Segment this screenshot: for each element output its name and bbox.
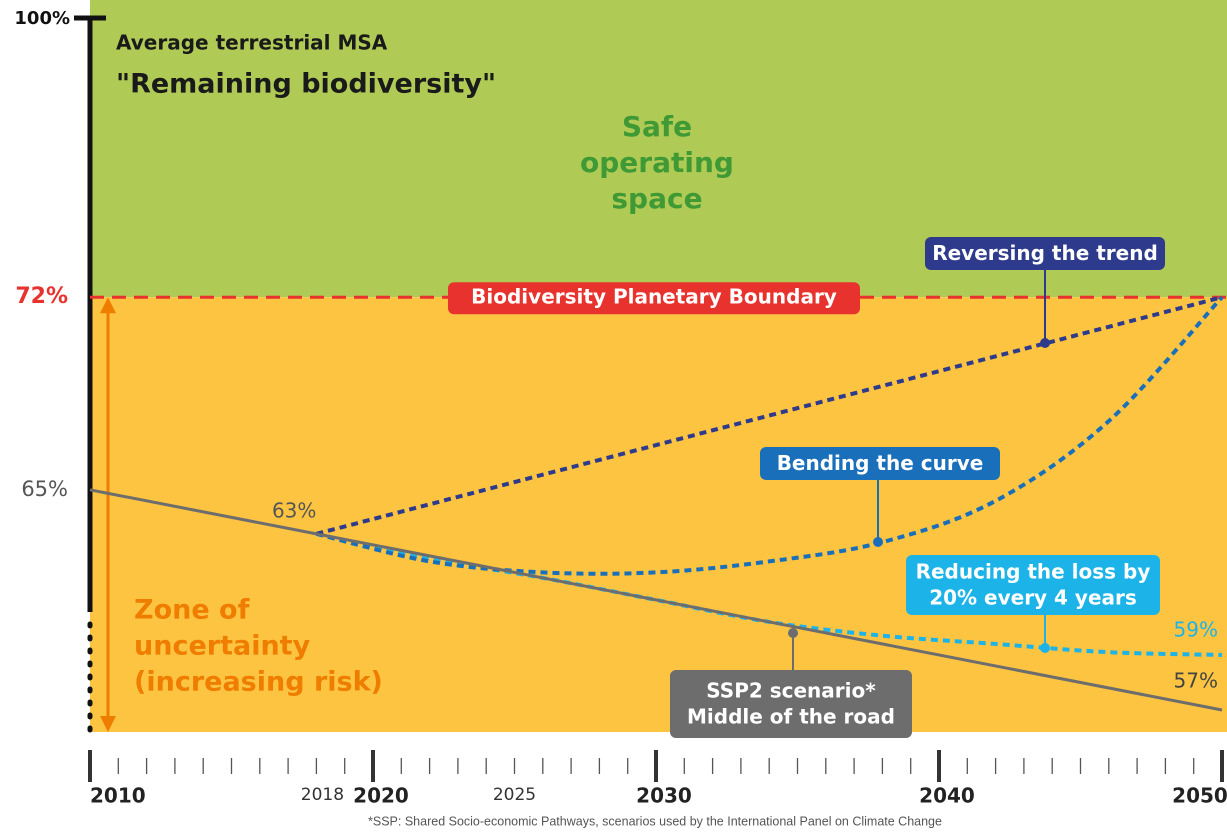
y-axis-top-label: 100%	[14, 8, 70, 29]
legend-label: Reversing the trend	[932, 241, 1158, 265]
series-line	[89, 488, 1223, 712]
x-tick-label: 2020	[353, 784, 409, 808]
x-minor-tick-label: 2018	[301, 785, 344, 805]
uncertainty-zone-label: uncertainty	[134, 631, 311, 662]
safe-zone-label: space	[611, 182, 702, 215]
callout-dot	[1040, 338, 1050, 348]
callout-box	[925, 237, 1165, 270]
legend-label: Middle of the road	[687, 705, 895, 729]
boundary-label: Biodiversity Planetary Boundary	[471, 285, 837, 309]
safe-zone-label: operating	[580, 146, 734, 179]
callout-box	[760, 447, 1000, 480]
uncertainty-zone-label: (increasing risk)	[134, 667, 383, 698]
value-label: 59%	[1174, 617, 1218, 641]
arrow-head	[100, 297, 116, 314]
callout-dot	[1040, 643, 1050, 653]
x-tick-label: 2050	[1172, 784, 1227, 808]
callout-dot	[788, 628, 798, 638]
uncertainty-zone-label: Zone of	[134, 595, 250, 626]
legend-label: Reducing the loss by	[916, 560, 1151, 584]
x-tick-label: 2040	[919, 784, 975, 808]
series-line	[315, 295, 1224, 576]
boundary-label-box	[448, 282, 860, 315]
axis-title: Average terrestrial MSA	[116, 31, 388, 55]
footnote: *SSP: Shared Socio-economic Pathways, sc…	[368, 814, 942, 828]
x-tick-label: 2030	[636, 784, 692, 808]
callout-box	[670, 670, 912, 738]
safe-zone-label: Safe	[622, 110, 692, 143]
value-label: 57%	[1174, 668, 1218, 692]
uncertainty-zone	[90, 297, 1227, 732]
y-tick-label: 72%	[15, 284, 68, 309]
x-tick-label: 2010	[90, 784, 146, 808]
legend-label: Bending the curve	[777, 451, 984, 475]
arrow-head	[100, 716, 116, 732]
series-line	[315, 295, 1223, 536]
subtitle: "Remaining biodiversity"	[116, 69, 496, 100]
y-tick-label: 65%	[21, 477, 68, 501]
callout-dot	[873, 537, 883, 547]
value-label: 63%	[272, 498, 316, 522]
callout-box	[906, 555, 1160, 615]
legend-label: 20% every 4 years	[929, 586, 1137, 610]
x-minor-tick-label: 2025	[493, 785, 536, 805]
legend-label: SSP2 scenario*	[706, 679, 876, 703]
